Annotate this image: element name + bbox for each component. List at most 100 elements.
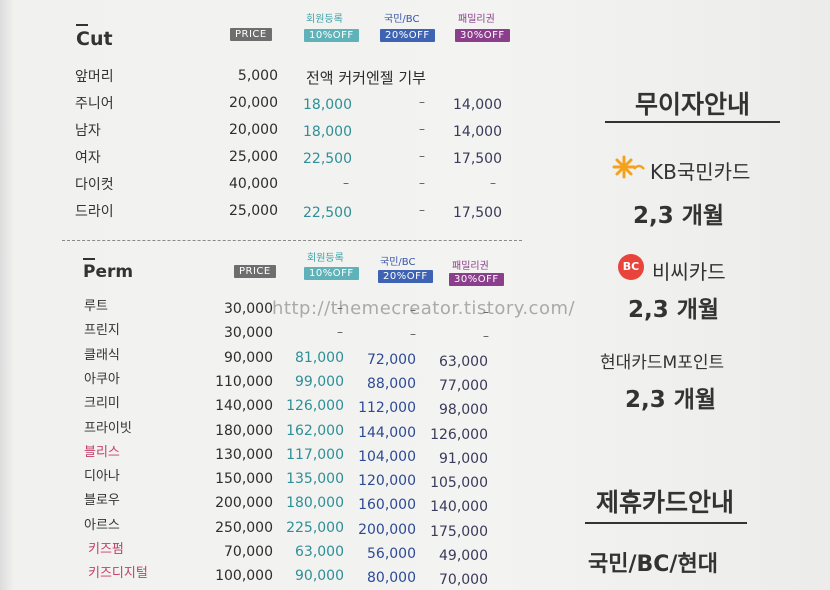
- perm-d10-price: 81,000: [295, 349, 344, 366]
- perm-d30-empty: –: [483, 329, 489, 344]
- cut-kbbc-header: 국민/BC: [384, 14, 420, 25]
- perm-item-price: 140,000: [215, 398, 273, 415]
- cut-title: Cut: [76, 28, 113, 50]
- cut-d10-price: 22,500: [303, 151, 352, 167]
- cut-item-name: 다이컷: [75, 177, 114, 193]
- perm-d10-price: 162,000: [286, 422, 344, 439]
- perm-d30-price: 77,000: [439, 377, 488, 394]
- cut-item-name: 드라이: [75, 204, 114, 220]
- cut-item-name: 남자: [75, 123, 101, 139]
- perm-item-price: 30,000: [224, 301, 273, 317]
- perm-d30-price: 70,000: [439, 572, 488, 589]
- perm-d30-price: 98,000: [439, 402, 488, 419]
- cut-item-name: 주니어: [75, 96, 114, 112]
- bc-card-icon: BC: [618, 254, 644, 280]
- perm-d20-price: 112,000: [358, 400, 416, 417]
- perm-item-price: 130,000: [215, 446, 273, 463]
- kb-card-name: KB국민카드: [650, 160, 751, 184]
- perm-d10-price: 63,000: [295, 544, 344, 560]
- partner-underline: [585, 522, 747, 524]
- cut-item-price: 20,000: [229, 122, 278, 138]
- perm-item-price: 180,000: [215, 422, 273, 439]
- perm-d10-empty: –: [337, 301, 343, 315]
- perm-d10-price: 135,000: [286, 471, 344, 488]
- perm-item-name: 클래식: [84, 347, 120, 363]
- perm-d20-price: 80,000: [367, 570, 416, 587]
- perm-family-header: 패밀리권: [452, 261, 489, 272]
- perm-item-price: 90,000: [224, 349, 273, 366]
- cut-item-price: 40,000: [229, 176, 278, 192]
- perm-d30-price: 126,000: [430, 426, 488, 443]
- perm-item-price: 200,000: [215, 495, 273, 512]
- cut-title-mark: [76, 24, 88, 26]
- cut-d30-price: 17,500: [453, 205, 502, 221]
- installment-title: 무이자안내: [634, 90, 750, 119]
- cut-item-price: 25,000: [229, 203, 278, 219]
- perm-d10-empty: –: [337, 325, 343, 340]
- perm-item-price: 100,000: [215, 568, 273, 585]
- bc-card-months: 2,3 개월: [628, 297, 720, 323]
- perm-d10-price: 126,000: [286, 398, 344, 415]
- cut-d30-empty: –: [490, 176, 496, 190]
- perm-item-name: 아쿠아: [84, 371, 120, 387]
- perm-item-price: 110,000: [215, 373, 273, 390]
- perm-d20-price: 72,000: [367, 351, 416, 368]
- perm-d10-price: 117,000: [286, 446, 344, 463]
- cut-30off-tag: 30%OFF: [455, 29, 510, 42]
- perm-item-name: 키즈디지털: [88, 566, 148, 582]
- perm-d20-empty: –: [410, 303, 416, 317]
- perm-d30-price: 140,000: [430, 499, 488, 516]
- bc-card-name: 비씨카드: [652, 260, 726, 284]
- cut-item-price: 5,000: [237, 68, 278, 84]
- perm-item-name: 루트: [84, 299, 108, 314]
- hyundai-card-months: 2,3 개월: [625, 387, 717, 413]
- perm-20off-tag: 20%OFF: [378, 270, 433, 283]
- cut-d10-price: 18,000: [303, 124, 352, 140]
- cut-20off-tag: 20%OFF: [380, 29, 435, 42]
- perm-member-header: 회원등록: [307, 253, 344, 264]
- perm-item-price: 70,000: [224, 544, 273, 560]
- perm-item-name: 키즈펌: [88, 542, 124, 557]
- perm-item-name: 프린지: [84, 323, 120, 339]
- perm-price-header: PRICE: [234, 265, 276, 278]
- cut-member-header: 회원등록: [306, 14, 343, 25]
- perm-30off-tag: 30%OFF: [449, 273, 504, 286]
- perm-item-price: 250,000: [215, 519, 273, 536]
- perm-d10-price: 225,000: [286, 519, 344, 536]
- perm-item-name: 크리미: [84, 396, 120, 412]
- perm-item-name: 디아나: [84, 469, 120, 485]
- partner-card-title: 제휴카드안내: [595, 488, 734, 517]
- perm-d20-price: 56,000: [367, 546, 416, 562]
- perm-d20-price: 160,000: [358, 497, 416, 514]
- cut-item-price: 20,000: [229, 95, 278, 111]
- perm-d20-price: 104,000: [358, 448, 416, 465]
- cut-family-header: 패밀리권: [458, 14, 495, 25]
- cut-d20-empty: –: [419, 95, 425, 109]
- perm-d20-empty: –: [410, 327, 416, 342]
- perm-d20-price: 144,000: [358, 424, 416, 441]
- perm-item-price: 30,000: [224, 325, 273, 342]
- cut-d10-empty: –: [343, 176, 349, 190]
- perm-item-name: 프라이빗: [84, 420, 132, 436]
- kb-star-icon: [612, 155, 645, 179]
- cut-item-name: 여자: [75, 150, 101, 166]
- cut-10off-tag: 10%OFF: [304, 29, 359, 42]
- cut-donation-note: 전액 커커엔젤 기부: [306, 69, 426, 87]
- cut-d20-empty: –: [419, 176, 425, 190]
- perm-d20-price: 200,000: [358, 521, 416, 538]
- perm-d30-price: 175,000: [430, 523, 488, 540]
- perm-title-mark: [83, 258, 95, 260]
- installment-underline: [605, 121, 780, 123]
- cut-d20-empty: –: [419, 203, 425, 217]
- watermark-url: http://themecreator.tistory.com/: [272, 298, 576, 319]
- kb-card-months: 2,3 개월: [633, 203, 725, 229]
- perm-d30-empty: –: [483, 305, 489, 319]
- section-divider: [62, 240, 522, 241]
- perm-d10-price: 90,000: [295, 568, 344, 585]
- kb-card-logo: [612, 155, 646, 183]
- perm-kbbc-header: 국민/BC: [380, 257, 416, 268]
- perm-d30-price: 63,000: [439, 353, 488, 370]
- perm-item-name: 아르스: [84, 517, 120, 533]
- cut-d20-empty: –: [419, 149, 425, 163]
- cut-d10-price: 18,000: [303, 97, 352, 113]
